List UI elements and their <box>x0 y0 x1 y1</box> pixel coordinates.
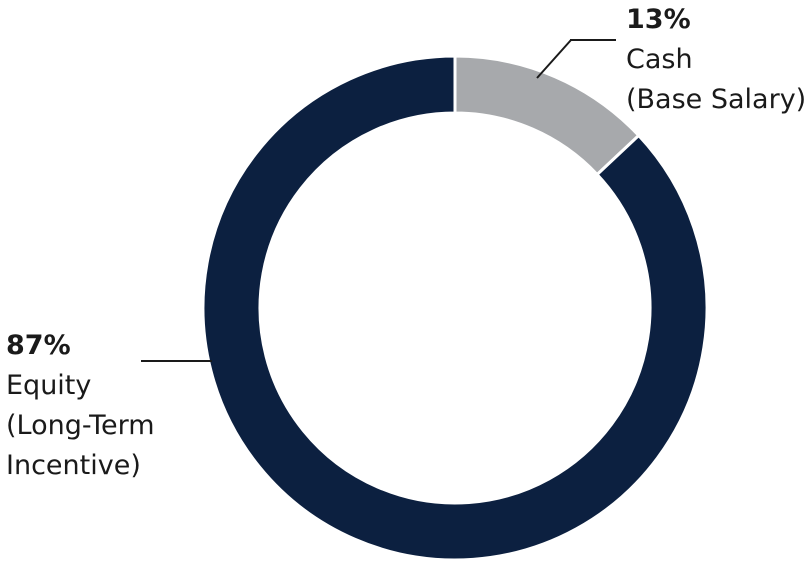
cash-name-line-2: (Base Salary) <box>626 84 807 115</box>
donut-slices <box>201 54 709 562</box>
equity-percent-label: 87% <box>6 330 71 361</box>
cash-leader-line <box>536 39 572 79</box>
cash-slice-label: 13% Cash (Base Salary) <box>626 0 806 120</box>
donut-slice-equity <box>201 54 709 562</box>
equity-slice-label: 87% Equity (Long-Term Incentive) <box>6 326 155 486</box>
equity-name-line-2: (Long-Term <box>6 410 155 441</box>
cash-percent-label: 13% <box>626 4 691 35</box>
cash-name-line-1: Cash <box>626 44 693 75</box>
equity-name-line-3: Incentive) <box>6 450 141 481</box>
donut-slice-cash <box>453 54 641 177</box>
equity-name-line-1: Equity <box>6 370 92 401</box>
